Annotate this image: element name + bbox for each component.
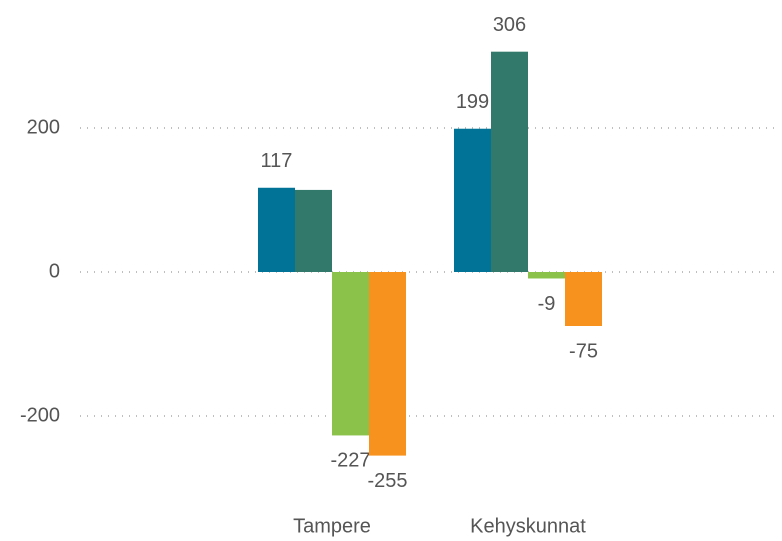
bar: [565, 272, 602, 326]
y-tick-label: -200: [20, 404, 60, 426]
bar: [332, 272, 369, 436]
y-tick-label: 200: [27, 116, 60, 138]
bar: [528, 272, 565, 279]
bar: [258, 187, 295, 272]
bar: [454, 128, 491, 272]
data-label: 117: [261, 150, 293, 172]
bar: [295, 189, 332, 272]
bar: [491, 51, 528, 273]
x-tick-label: Tampere: [293, 515, 371, 537]
x-tick-label: Kehyskunnat: [470, 515, 586, 537]
bar: [369, 272, 406, 456]
data-label: -9: [538, 293, 556, 315]
data-label: 199: [456, 91, 489, 113]
y-tick-label: 0: [49, 260, 60, 282]
data-label: -227: [330, 450, 370, 472]
data-label: -255: [367, 470, 407, 492]
data-label: 306: [493, 14, 526, 36]
data-label: -75: [569, 340, 598, 362]
